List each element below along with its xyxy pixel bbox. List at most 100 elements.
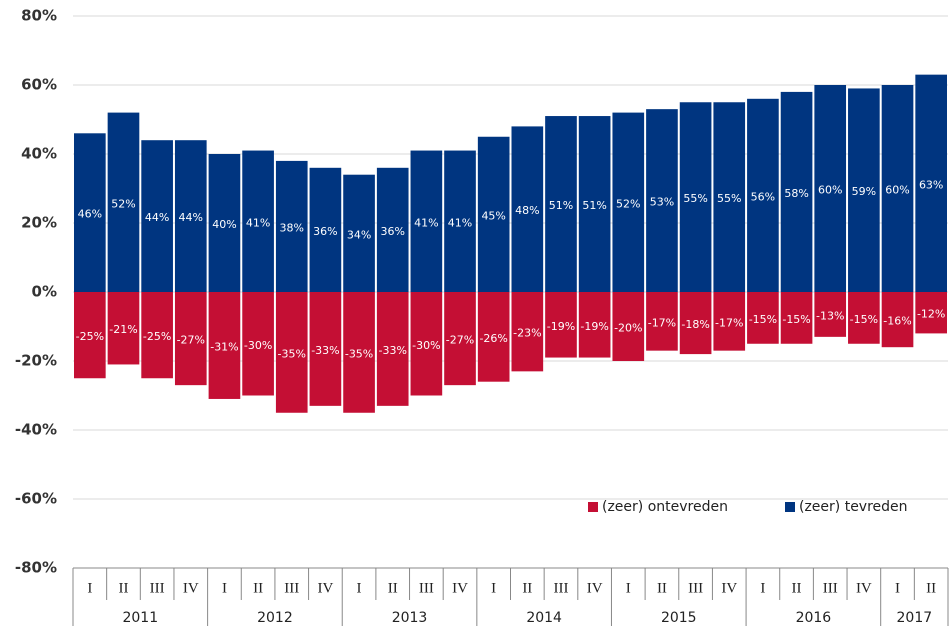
bar	[747, 98, 779, 292]
value-label: 34%	[347, 228, 371, 241]
y-tick-label: -60%	[15, 490, 57, 508]
x-tick-label: III	[150, 580, 165, 596]
x-tick-label: III	[688, 580, 703, 596]
x-tick-label: I	[491, 580, 496, 596]
bar	[814, 292, 847, 337]
bar	[881, 292, 914, 348]
bar	[612, 112, 645, 292]
value-label: 51%	[582, 199, 606, 212]
value-label: -15%	[850, 313, 878, 326]
x-tick-label: IV	[183, 580, 199, 596]
value-label: -12%	[917, 308, 945, 321]
x-group-label: 2016	[796, 610, 832, 626]
value-label: 48%	[515, 204, 539, 217]
x-tick-label: IV	[452, 580, 468, 596]
value-label: -35%	[278, 347, 306, 360]
bar	[477, 292, 510, 382]
bar	[780, 91, 813, 293]
bar	[477, 136, 510, 292]
x-tick-label: III	[419, 580, 434, 596]
bar	[107, 292, 140, 365]
x-tick-label: II	[926, 580, 936, 596]
y-tick-label: 80%	[21, 7, 57, 25]
value-label: -30%	[412, 339, 440, 352]
y-tick-label: 20%	[21, 214, 57, 232]
bar	[713, 102, 746, 292]
x-tick-label: I	[87, 580, 92, 596]
value-label: 46%	[78, 208, 102, 221]
bar	[578, 292, 611, 358]
value-label: 60%	[818, 184, 842, 197]
value-label: 44%	[179, 211, 203, 224]
x-tick-label: I	[760, 580, 765, 596]
x-tick-label: III	[823, 580, 838, 596]
x-tick-label: II	[118, 580, 128, 596]
value-label: 41%	[246, 216, 270, 229]
x-group-label: 2017	[897, 610, 933, 626]
x-tick-label: I	[222, 580, 227, 596]
bar	[881, 85, 914, 292]
value-label: -25%	[143, 330, 171, 343]
value-label: -18%	[681, 318, 709, 331]
value-label: -33%	[379, 344, 407, 357]
value-label: 51%	[549, 199, 573, 212]
bar	[275, 292, 308, 413]
bar	[410, 292, 443, 396]
value-label: -17%	[648, 316, 676, 329]
value-label: 52%	[616, 197, 640, 210]
x-tick-label: II	[792, 580, 802, 596]
value-label: 55%	[717, 192, 741, 205]
bar	[679, 292, 712, 355]
x-tick-label: IV	[856, 580, 872, 596]
bar	[780, 292, 813, 344]
x-group-label: 2013	[392, 610, 428, 626]
bar	[646, 292, 678, 351]
legend-swatch	[588, 502, 598, 512]
value-label: -25%	[76, 330, 104, 343]
value-label: -35%	[345, 347, 373, 360]
value-label: -27%	[177, 334, 205, 347]
bar	[275, 160, 308, 292]
value-label: 63%	[919, 178, 943, 191]
bar	[848, 88, 880, 292]
y-tick-label: 40%	[21, 145, 57, 163]
value-label: -27%	[446, 334, 474, 347]
bar	[545, 116, 577, 292]
value-label: -13%	[816, 309, 844, 322]
y-tick-label: -40%	[15, 421, 57, 439]
bar	[74, 133, 106, 292]
bar	[174, 292, 207, 386]
value-label: 38%	[280, 221, 304, 234]
x-tick-label: IV	[587, 580, 603, 596]
value-label: -20%	[614, 322, 642, 335]
value-label: 56%	[751, 190, 775, 203]
bar	[747, 292, 779, 344]
x-group-label: 2011	[122, 610, 158, 626]
value-label: -33%	[311, 344, 339, 357]
bar	[208, 292, 241, 399]
bar	[343, 174, 375, 292]
x-group-label: 2012	[257, 610, 293, 626]
x-tick-label: I	[895, 580, 900, 596]
value-label: 36%	[313, 225, 337, 238]
bar	[545, 292, 577, 358]
value-label: 45%	[481, 209, 505, 222]
value-label: -31%	[210, 340, 238, 353]
value-label: 58%	[784, 187, 808, 200]
bar	[915, 74, 947, 293]
bar	[814, 85, 847, 292]
value-label: -21%	[109, 323, 137, 336]
bar	[141, 140, 173, 292]
value-label: -15%	[782, 313, 810, 326]
value-label: -30%	[244, 339, 272, 352]
value-label: -26%	[479, 332, 507, 345]
value-label: 53%	[650, 196, 674, 209]
bar	[343, 292, 375, 413]
x-tick-label: II	[388, 580, 398, 596]
value-label: 59%	[852, 185, 876, 198]
legend-swatch	[785, 502, 795, 512]
bar	[679, 102, 712, 292]
legend-label: (zeer) tevreden	[799, 499, 908, 515]
bar	[208, 154, 241, 292]
